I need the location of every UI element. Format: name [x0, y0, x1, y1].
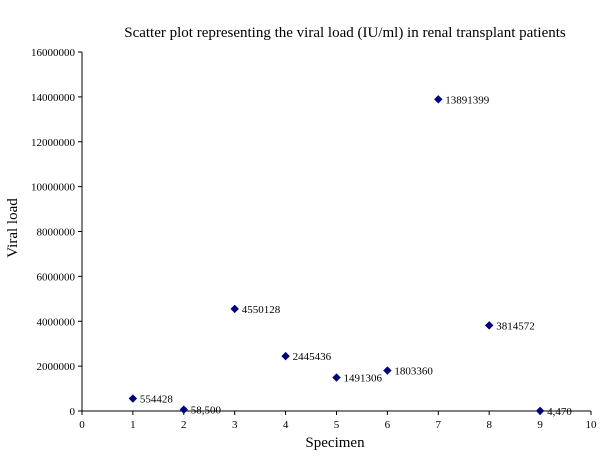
- data-point: [281, 351, 290, 361]
- data-point: [535, 406, 545, 416]
- x-axis-label: Specimen: [305, 435, 365, 451]
- data-label: 1491306: [344, 373, 383, 385]
- data-point: [484, 321, 494, 330]
- data-label: 554428: [140, 394, 174, 406]
- data-point: [434, 95, 443, 104]
- data-points: 554428 58,500 4550128 2445436 1491306 1803360…: [128, 94, 572, 418]
- y-tick-label: 2000000: [37, 361, 76, 373]
- y-tick-label: 0: [70, 406, 76, 418]
- y-tick-label: 14000000: [31, 92, 76, 104]
- x-tick-label: 7: [436, 419, 442, 431]
- data-label: 2445436: [293, 351, 332, 363]
- x-tick-label: 2: [181, 419, 187, 431]
- y-tick-label: 16000000: [31, 47, 76, 59]
- data-label: 58,500: [191, 405, 222, 417]
- data-point: [230, 304, 239, 314]
- axes: [81, 52, 591, 412]
- x-tick-label: 10: [586, 419, 598, 431]
- y-tick-label: 10000000: [31, 182, 76, 194]
- y-axis-ticks: 0 2000000 4000000 6000000 8000000 10000000 120…: [31, 47, 82, 418]
- data-label: 4550128: [242, 304, 281, 316]
- data-label: 4,470: [547, 406, 572, 418]
- y-tick-label: 8000000: [37, 227, 76, 239]
- x-tick-label: 8: [486, 419, 492, 431]
- chart-title: Scatter plot representing the viral load…: [124, 25, 566, 41]
- data-point: [128, 394, 138, 403]
- data-point: [383, 366, 392, 375]
- x-axis-ticks: 0 1 2 3 4 5 6 7 8 9 10: [79, 411, 597, 431]
- y-tick-label: 4000000: [37, 316, 76, 328]
- data-point: [332, 373, 341, 382]
- x-tick-label: 1: [130, 419, 136, 431]
- y-tick-label: 12000000: [31, 137, 76, 149]
- data-label: 13891399: [445, 94, 490, 106]
- data-label: 3814572: [496, 320, 535, 332]
- data-point: [179, 405, 189, 414]
- x-tick-label: 6: [385, 419, 391, 431]
- data-label: 1803360: [394, 366, 433, 378]
- x-tick-label: 9: [537, 419, 543, 431]
- x-tick-label: 0: [79, 419, 85, 431]
- y-axis-label: Viral load: [5, 198, 21, 258]
- x-tick-label: 5: [334, 419, 340, 431]
- x-tick-label: 4: [283, 419, 289, 431]
- x-tick-label: 3: [232, 419, 238, 431]
- y-tick-label: 6000000: [37, 271, 76, 283]
